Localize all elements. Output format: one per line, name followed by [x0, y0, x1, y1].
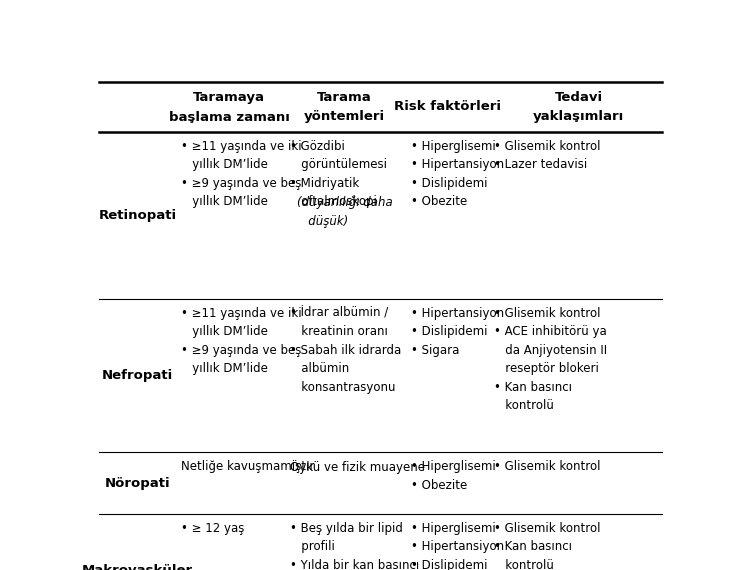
Text: • Glisemik kontrol
• ACE inhibitörü ya
   da Anjiyotensin II
   reseptör blokeri: • Glisemik kontrol • ACE inhibitörü ya d…: [494, 307, 607, 412]
Text: Makrovasküler
hastalık: Makrovasküler hastalık: [82, 564, 193, 570]
Text: Tarama
yöntemleri: Tarama yöntemleri: [303, 91, 385, 123]
Text: • Hipertansiyon
• Dislipidemi
• Sigara: • Hipertansiyon • Dislipidemi • Sigara: [411, 307, 504, 357]
Text: Taramaya
başlama zamanı: Taramaya başlama zamanı: [169, 91, 290, 123]
Text: • ≥11 yaşında ve iki
   yıllık DM’lide
• ≥9 yaşında ve beş
   yıllık DM’lide: • ≥11 yaşında ve iki yıllık DM’lide • ≥9…: [181, 307, 301, 375]
Text: Nöropati: Nöropati: [105, 477, 170, 490]
Text: Nefropati: Nefropati: [102, 369, 173, 382]
Text: • Beş yılda bir lipid
   profili
• Yılda bir kan basıncı: • Beş yılda bir lipid profili • Yılda bi…: [290, 522, 419, 570]
Text: • Glisemik kontrol
• Kan basıncı
   kontrolü
• Statinler: • Glisemik kontrol • Kan basıncı kontrol…: [494, 522, 600, 570]
Text: Retinopati: Retinopati: [98, 209, 177, 222]
Text: Öykü ve fizik muayene: Öykü ve fizik muayene: [290, 461, 425, 474]
Text: (duyarlılığı daha
   düşük): (duyarlılığı daha düşük): [297, 196, 393, 228]
Text: Risk faktörleri: Risk faktörleri: [394, 100, 502, 113]
Text: • Gözdibi
   görüntülemesi
• Midriyatik
   oftalmoskopi: • Gözdibi görüntülemesi • Midriyatik oft…: [290, 140, 387, 227]
Text: • Hiperglisemi
• Obezite: • Hiperglisemi • Obezite: [411, 461, 496, 492]
Text: Tedavi
yaklaşımları: Tedavi yaklaşımları: [533, 91, 624, 123]
Text: • Hiperglisemi
• Hipertansiyon
• Dislipidemi
• Obezite
• Sigara: • Hiperglisemi • Hipertansiyon • Dislipi…: [411, 522, 504, 570]
Text: • Glisemik kontrol: • Glisemik kontrol: [494, 461, 600, 473]
Text: • İdrar albümin /
   kreatinin oranı
• Sabah ilk idrarda
   albümin
   konsantra: • İdrar albümin / kreatinin oranı • Saba…: [290, 307, 401, 394]
Text: • Glisemik kontrol
• Lazer tedavisi: • Glisemik kontrol • Lazer tedavisi: [494, 140, 600, 172]
Text: • Hiperglisemi
• Hipertansiyon
• Dislipidemi
• Obezite: • Hiperglisemi • Hipertansiyon • Dislipi…: [411, 140, 504, 209]
Text: • ≥11 yaşında ve iki
   yıllık DM’lide
• ≥9 yaşında ve beş
   yıllık DM’lide: • ≥11 yaşında ve iki yıllık DM’lide • ≥9…: [181, 140, 301, 209]
Text: • ≥ 12 yaş: • ≥ 12 yaş: [181, 522, 244, 535]
Text: Netliğe kavuşmamıştır: Netliğe kavuşmamıştır: [181, 461, 314, 473]
